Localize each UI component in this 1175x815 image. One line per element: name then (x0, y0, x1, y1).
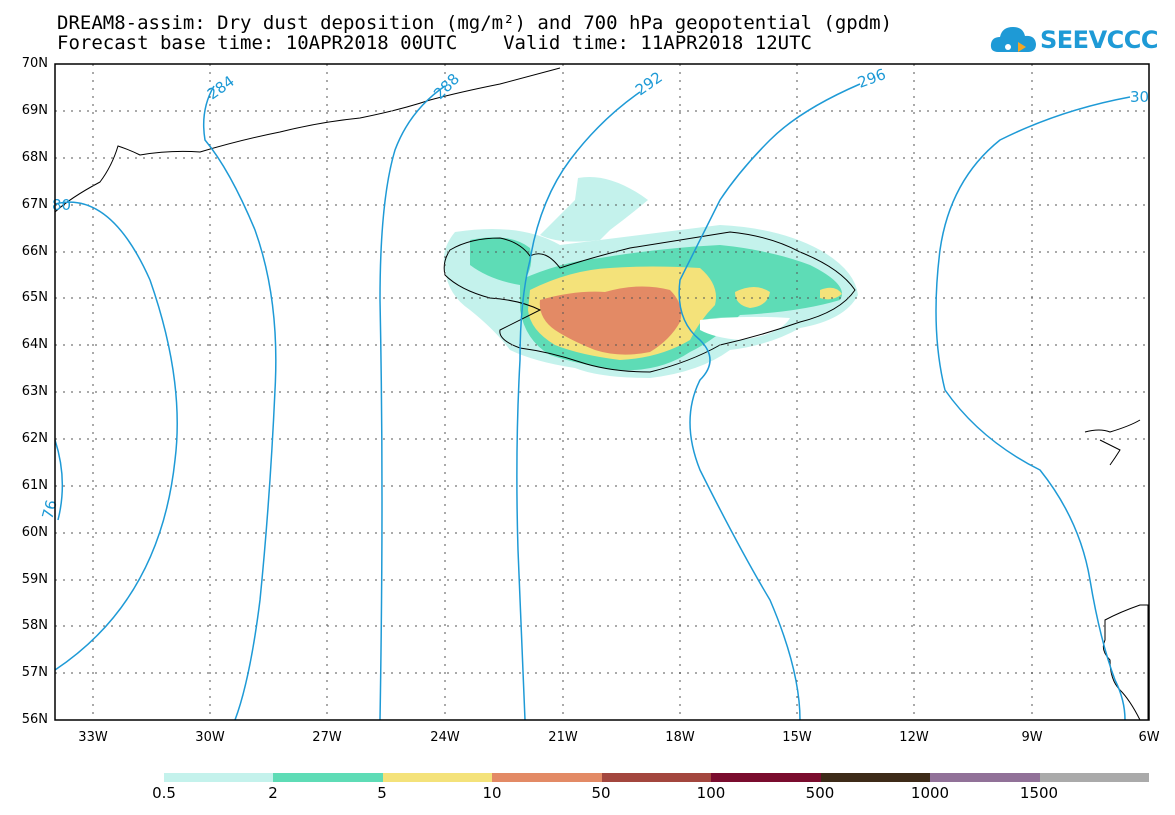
contour-label-296: 296 (855, 65, 888, 92)
contour-300 (935, 96, 1131, 721)
legend-swatch (164, 773, 274, 782)
legend-swatch (601, 773, 712, 782)
contour-288 (379, 85, 446, 721)
lat-label-62n: 62N (21, 431, 48, 446)
legend-label-100: 100 (696, 784, 726, 802)
lat-label-58n: 58N (21, 618, 48, 633)
lon-label-18w: 18W (665, 730, 695, 745)
coastlines (54, 67, 1149, 721)
legend-label-1500: 1500 (1019, 784, 1059, 802)
legend-label-500: 500 (805, 784, 835, 802)
dust-level-5 (820, 287, 842, 300)
contour-label-284: 284 (204, 72, 238, 103)
lat-label-65n: 65N (21, 290, 48, 305)
lat-label-69n: 69N (21, 103, 48, 118)
contour-292 (516, 91, 641, 721)
map-subtitle: Forecast base time: 10APR2018 00UTC Vali… (57, 32, 812, 54)
lat-label-56n: 56N (21, 712, 48, 727)
no-dust-area (700, 316, 790, 340)
lat-label-60n: 60N (21, 525, 48, 540)
legend-swatch (820, 773, 931, 782)
legend-label-10: 10 (482, 784, 502, 802)
legend-swatch (382, 773, 493, 782)
lon-label-27w: 27W (312, 730, 342, 745)
lon-label-6w: 6W (1138, 730, 1160, 745)
legend-label-0.5: 0.5 (152, 784, 176, 802)
lat-label-61n: 61N (21, 478, 48, 493)
lon-label-24w: 24W (430, 730, 460, 745)
map-frame (54, 63, 1150, 721)
legend-swatch (273, 773, 383, 782)
lat-label-68n: 68N (21, 150, 48, 165)
lat-label-57n: 57N (21, 665, 48, 680)
legend-label-50: 50 (591, 784, 611, 802)
iceland-coast (443, 231, 856, 373)
lat-label-63n: 63N (21, 384, 48, 399)
map-title: DREAM8-assim: Dry dust deposition (mg/m²… (57, 12, 893, 34)
contour-label-288: 288 (430, 70, 463, 103)
scotland-coast (1102, 604, 1149, 721)
lon-label-30w: 30W (195, 730, 225, 745)
dust-level-2 (470, 237, 532, 285)
faroe-islands (1084, 419, 1141, 466)
lon-label-12w: 12W (899, 730, 929, 745)
contour-280 (54, 201, 178, 671)
contour-284 (202, 85, 277, 721)
lat-label-64n: 64N (21, 337, 48, 352)
lat-label-67n: 67N (21, 197, 48, 212)
dust-level-10 (539, 286, 682, 355)
legend-label-1000: 1000 (910, 784, 950, 802)
legend-swatch (711, 773, 821, 782)
legend-swatch (492, 773, 602, 782)
contour-276 (54, 439, 64, 521)
contour-label-300: 30 (1130, 88, 1149, 106)
contour-label-280: 80 (52, 196, 71, 214)
graticule (55, 64, 1149, 720)
cloud-icon (990, 27, 1036, 52)
geopotential-contours (54, 83, 1131, 721)
greenland-coast (54, 67, 561, 213)
dust-deposition-field (443, 176, 858, 378)
lon-label-33w: 33W (78, 730, 108, 745)
lon-label-21w: 21W (548, 730, 578, 745)
lat-label-70n: 70N (21, 56, 48, 71)
lat-label-59n: 59N (21, 572, 48, 587)
legend-label-5: 5 (377, 784, 387, 802)
legend-swatch (930, 773, 1040, 782)
lon-label-15w: 15W (782, 730, 812, 745)
legend-colorbar (164, 773, 1149, 782)
lon-label-9w: 9W (1021, 730, 1043, 745)
legend-label-2: 2 (268, 784, 278, 802)
dust-level-0.5 (540, 176, 648, 242)
contour-296 (678, 83, 861, 721)
legend-swatch (1039, 773, 1149, 782)
seevccc-logo: SEEVCCC (988, 22, 1159, 58)
logo-text: SEEVCCC (1040, 26, 1159, 54)
lat-label-66n: 66N (21, 244, 48, 259)
contour-label-276: 76 (38, 498, 60, 521)
